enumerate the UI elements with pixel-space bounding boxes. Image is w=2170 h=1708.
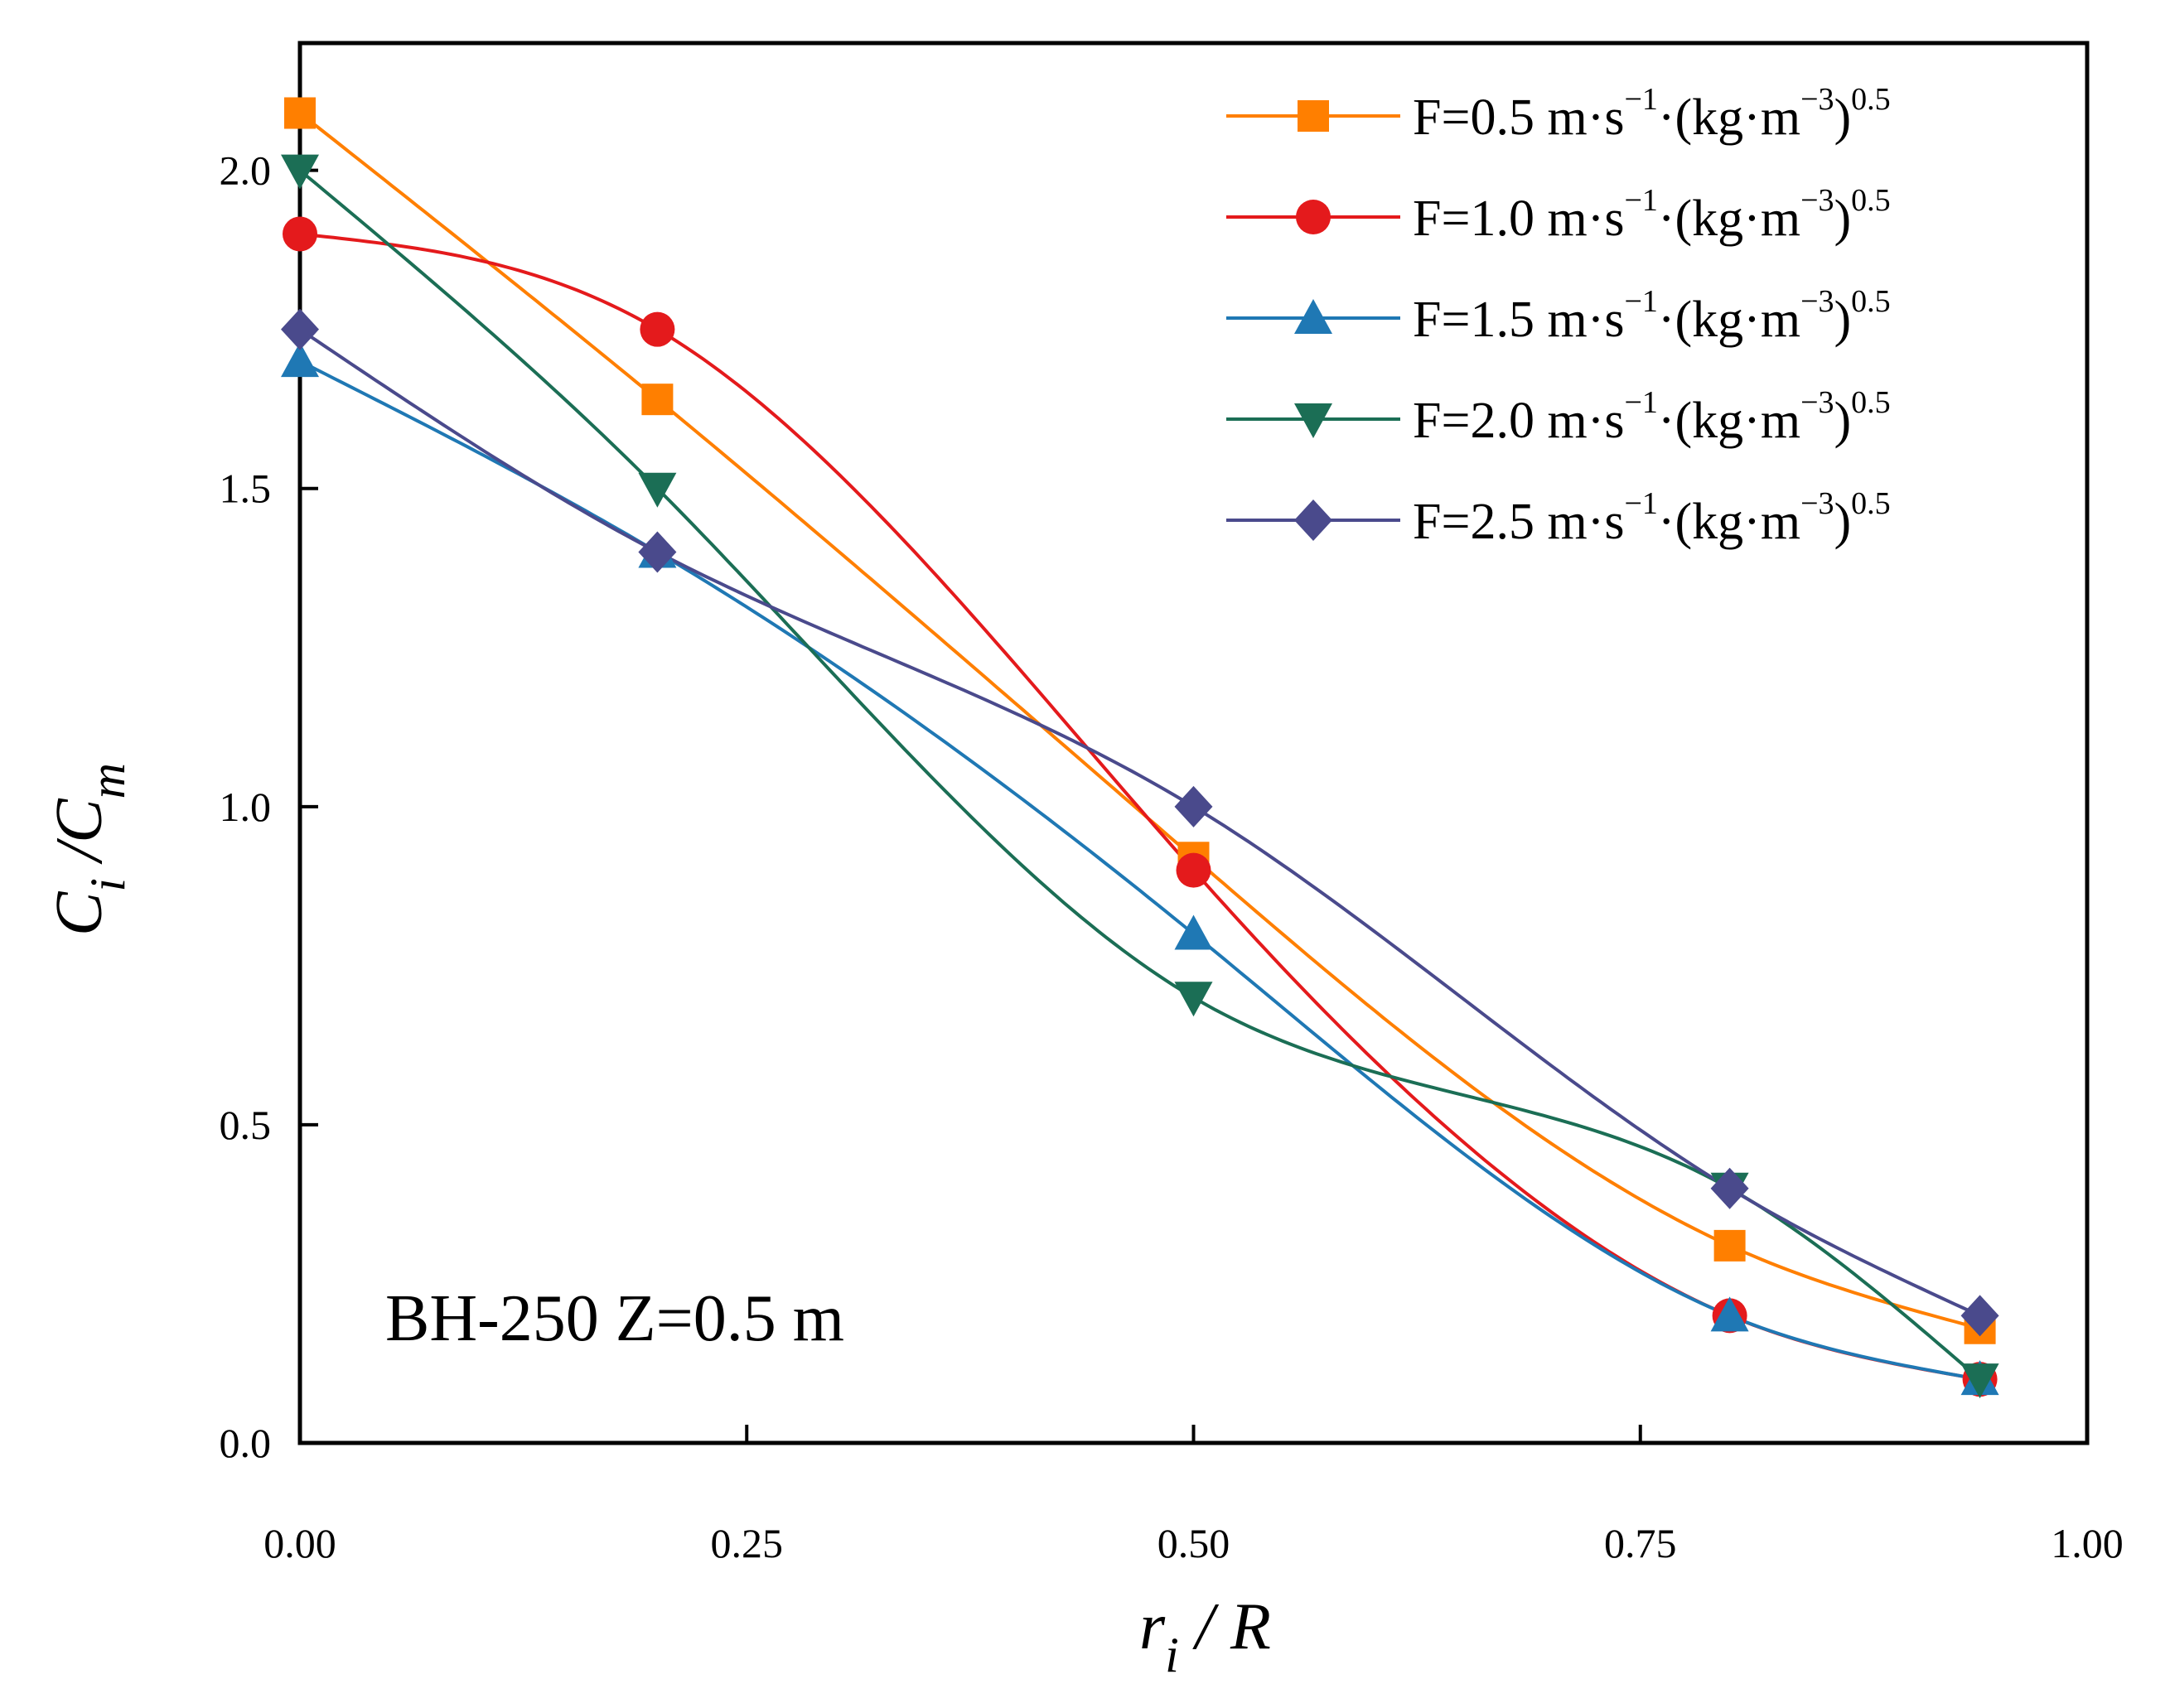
legend-marker [1298, 100, 1329, 132]
data-point [281, 342, 319, 378]
legend: F=0.5 m·s−1·(kg·m−3)0.5F=1.0 m·s−1·(kg·m… [1226, 82, 1891, 550]
data-point [281, 154, 319, 190]
x-tick-label: 1.00 [2051, 1520, 2124, 1566]
y-axis-title-main: C [43, 890, 116, 936]
series-curves [298, 111, 1981, 1382]
legend-marker [1296, 200, 1331, 234]
legend-label-part: ·(kg·m [1658, 191, 1800, 247]
legend-label-part: −3 [1800, 284, 1834, 319]
data-point [640, 311, 675, 347]
data-point [1960, 1363, 1999, 1399]
legend-marker [1294, 499, 1332, 541]
legend-label-part: 0.5 [1851, 82, 1891, 117]
axis-ticks: 0.00 0.25 0.50 0.75 1.00 0.0 0.5 1.0 1.5 2.0 [220, 147, 2124, 1566]
data-point [281, 308, 319, 350]
data-point [1710, 1167, 1749, 1209]
legend-label-part: −1 [1624, 486, 1657, 521]
x-tick-label: 0.00 [263, 1520, 336, 1566]
legend-label: F=2.5 m·s−1·(kg·m−3)0.5 [1413, 486, 1891, 550]
series-line [298, 328, 1981, 1318]
legend-label-part: ) [1834, 89, 1852, 146]
series-line [298, 169, 1981, 1381]
legend-label-part: F=1.5 m·s [1413, 292, 1624, 348]
data-point [1174, 785, 1213, 827]
y-axis-title-sub: i [80, 878, 135, 892]
x-axis-title: ri / R [1139, 1590, 1271, 1682]
legend-label-part: ·(kg·m [1658, 494, 1800, 550]
legend-label-part: −3 [1800, 385, 1834, 420]
legend-label-part: −3 [1800, 183, 1834, 218]
data-point [641, 384, 674, 416]
data-point [1174, 914, 1213, 950]
legend-label-part: ·(kg·m [1658, 292, 1800, 348]
legend-marker [1294, 403, 1332, 438]
series-markers [281, 97, 1999, 1399]
x-axis-title-rest: / R [1179, 1590, 1271, 1663]
x-axis-title-sub: i [1165, 1628, 1179, 1682]
data-point [283, 216, 317, 252]
x-tick-label: 0.50 [1157, 1520, 1230, 1566]
data-point [638, 472, 677, 508]
y-tick-label: 2.0 [220, 147, 272, 194]
legend-label-part: ) [1834, 191, 1852, 247]
legend-label-part: ·(kg·m [1658, 89, 1800, 146]
legend-marker [1294, 299, 1332, 334]
y-tick-label: 1.0 [220, 784, 272, 830]
legend-label-part: 0.5 [1851, 284, 1891, 319]
legend-label-part: ·(kg·m [1658, 393, 1800, 449]
data-point [1710, 1296, 1749, 1332]
legend-label-part: ) [1834, 494, 1852, 550]
legend-label-part: ) [1834, 393, 1852, 449]
legend-label: F=2.0 m·s−1·(kg·m−3)0.5 [1413, 385, 1891, 449]
y-tick-label: 1.5 [220, 466, 272, 512]
legend-label-part: 0.5 [1851, 486, 1891, 521]
y-axis-title-mid: /C [43, 798, 116, 878]
x-tick-label: 0.75 [1604, 1520, 1677, 1566]
data-point [1713, 1229, 1746, 1262]
legend-label: F=1.0 m·s−1·(kg·m−3)0.5 [1413, 183, 1891, 247]
legend-label-part: F=2.5 m·s [1413, 494, 1624, 550]
x-tick-label: 0.25 [711, 1520, 784, 1566]
data-point [1176, 852, 1211, 888]
y-axis-title-sub2: m [80, 763, 135, 799]
data-point [638, 531, 677, 573]
legend-label-part: −1 [1624, 82, 1657, 117]
data-point [1174, 982, 1213, 1017]
y-tick-label: 0.0 [220, 1420, 272, 1466]
data-point [1960, 1295, 1999, 1337]
legend-label-part: F=0.5 m·s [1413, 89, 1624, 146]
legend-label: F=0.5 m·s−1·(kg·m−3)0.5 [1413, 82, 1891, 146]
legend-label-part: F=1.0 m·s [1413, 191, 1624, 247]
plot-frame [297, 41, 2090, 1445]
x-axis-title-main: r [1139, 1590, 1166, 1663]
legend-label-part: −3 [1800, 82, 1834, 117]
annotation-label: BH-250 Z=0.5 m [385, 1282, 844, 1355]
legend-label-part: 0.5 [1851, 385, 1891, 420]
legend-label-part: ) [1834, 292, 1852, 348]
legend-label-part: −1 [1624, 284, 1657, 319]
legend-label-part: −1 [1624, 183, 1657, 218]
legend-label-part: −1 [1624, 385, 1657, 420]
data-point [284, 97, 316, 129]
legend-label-part: 0.5 [1851, 183, 1891, 218]
legend-label-part: F=2.0 m·s [1413, 393, 1624, 449]
legend-label: F=1.5 m·s−1·(kg·m−3)0.5 [1413, 284, 1891, 348]
y-tick-label: 0.5 [220, 1102, 272, 1148]
y-axis-title: Ci /Cm [43, 763, 135, 936]
legend-label-part: −3 [1800, 486, 1834, 521]
